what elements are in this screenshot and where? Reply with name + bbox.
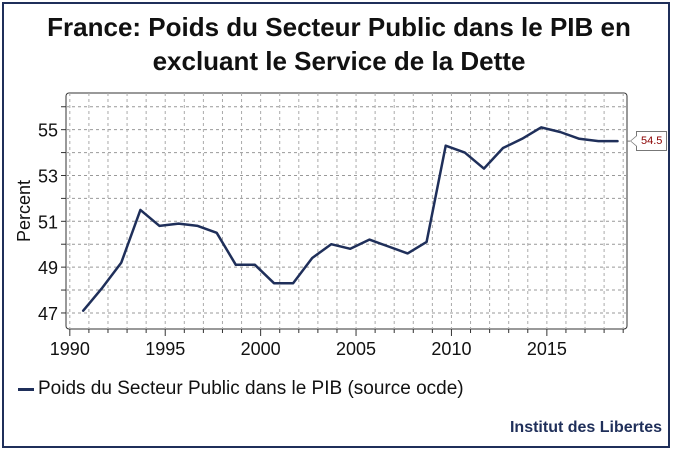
x-tick-label: 1995 bbox=[145, 339, 185, 359]
y-axis-label: Percent bbox=[14, 180, 34, 242]
legend-label: Poids du Secteur Public dans le PIB (sou… bbox=[38, 378, 464, 399]
plot-area bbox=[65, 92, 628, 330]
x-tick-label: 2015 bbox=[527, 339, 567, 359]
source-credit: Institut des Libertes bbox=[509, 419, 662, 436]
legend: Poids du Secteur Public dans le PIB (sou… bbox=[18, 378, 464, 400]
y-tick-label: 49 bbox=[38, 258, 58, 278]
y-tick-label: 47 bbox=[38, 304, 58, 324]
chart-title: France: Poids du Secteur Public dans le … bbox=[47, 12, 631, 76]
x-tick-label: 2000 bbox=[241, 339, 281, 359]
y-axis: 47 49 51 53 55 bbox=[38, 106, 66, 324]
y-tick-label: 53 bbox=[38, 166, 58, 186]
series-line bbox=[81, 126, 619, 312]
y-tick-label: 55 bbox=[38, 121, 58, 141]
x-axis: 1990 1995 2000 2005 2010 2015 bbox=[50, 329, 624, 359]
legend-swatch bbox=[18, 387, 34, 391]
x-tick-label: 2005 bbox=[336, 339, 376, 359]
y-tick-label: 51 bbox=[38, 212, 58, 232]
x-tick-label: 1990 bbox=[50, 339, 90, 359]
x-tick-label: 2010 bbox=[431, 339, 471, 359]
last-value-label: 54.5 bbox=[629, 131, 668, 151]
